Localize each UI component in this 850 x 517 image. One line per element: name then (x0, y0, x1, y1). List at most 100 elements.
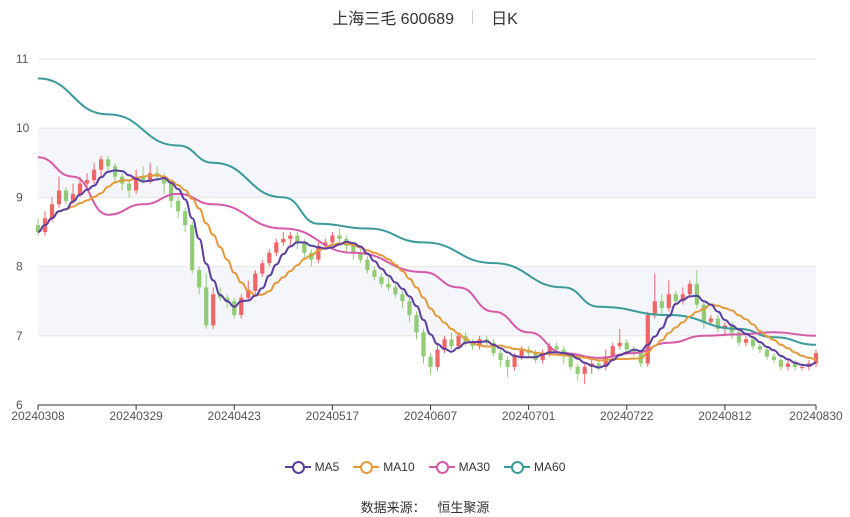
legend-ma60[interactable]: MA60 (504, 460, 565, 474)
legend-ma60-icon (504, 460, 531, 474)
x-tick-label: 20240517 (306, 409, 360, 423)
chart-title: 上海三毛 600689 日K (0, 4, 850, 30)
candle (232, 301, 237, 316)
y-tick-label: 8 (16, 260, 23, 274)
candle (631, 349, 636, 354)
x-tick-label: 20240607 (404, 409, 458, 423)
candle (547, 346, 552, 354)
candle (708, 318, 713, 322)
y-tick-label: 11 (16, 52, 29, 66)
legend-ma30[interactable]: MA30 (428, 460, 490, 474)
candle (204, 287, 209, 326)
candle (77, 183, 83, 194)
legend-ma5-label: MA5 (314, 460, 340, 474)
candle (813, 353, 819, 364)
candle (225, 297, 230, 302)
candle (694, 283, 699, 305)
title-divider (472, 10, 474, 24)
candle (358, 252, 363, 260)
candle (617, 342, 622, 347)
candle (673, 294, 678, 302)
candle (421, 332, 426, 357)
candle (351, 245, 356, 253)
candle (211, 294, 216, 326)
candle (624, 342, 629, 350)
y-tick-label: 6 (16, 398, 23, 412)
candle (610, 346, 615, 357)
candle (792, 363, 798, 367)
candle (680, 294, 685, 302)
candle (260, 263, 265, 274)
candle (456, 335, 461, 347)
candle (519, 349, 524, 357)
legend-ma10[interactable]: MA10 (353, 460, 415, 474)
candle (35, 225, 41, 232)
candle (414, 315, 419, 333)
candle (70, 193, 76, 201)
candle (442, 339, 447, 350)
candle (267, 252, 272, 264)
candle (197, 270, 202, 288)
candle (645, 315, 650, 364)
candle (183, 211, 188, 226)
candle (239, 297, 244, 316)
candle (281, 238, 286, 243)
candle (470, 342, 475, 347)
candle (715, 318, 720, 329)
candle (105, 159, 111, 167)
candle (652, 301, 657, 316)
candle (316, 245, 321, 260)
candle (750, 339, 756, 347)
candle (491, 342, 496, 354)
candle (701, 304, 706, 322)
candle (84, 180, 90, 184)
legend-ma5[interactable]: MA5 (284, 460, 340, 474)
candle (400, 294, 405, 302)
candle (743, 339, 749, 343)
y-tick-label: 9 (16, 190, 23, 204)
candle (169, 183, 174, 201)
period-label[interactable]: 日K (491, 11, 518, 28)
candle (134, 176, 139, 191)
legend-ma10-icon (353, 460, 380, 474)
candle (771, 356, 777, 361)
candle (778, 360, 784, 367)
candle (190, 225, 195, 271)
x-tick-label: 20240308 (11, 409, 65, 423)
candle (253, 273, 258, 291)
candle (49, 204, 55, 219)
candle (63, 190, 69, 201)
candle (659, 301, 664, 309)
x-tick-label: 20240329 (109, 409, 163, 423)
y-tick-label: 10 (16, 121, 30, 135)
candle (91, 169, 97, 181)
candle (505, 360, 510, 367)
source-value: 恒生聚源 (437, 500, 490, 515)
candle (288, 235, 293, 239)
candle (407, 301, 412, 316)
ma5-line (37, 169, 817, 369)
candle (554, 346, 559, 350)
candle (112, 166, 118, 177)
x-tick-label: 20240701 (502, 409, 556, 423)
candle (736, 332, 742, 343)
candle (603, 356, 608, 367)
candle (56, 190, 62, 205)
candle (309, 252, 314, 260)
candle (337, 235, 342, 239)
candle (372, 270, 377, 277)
candle (246, 290, 251, 298)
candle (295, 235, 300, 243)
source-label: 数据来源： (360, 500, 426, 515)
candle (98, 159, 104, 170)
x-tick-label: 20240830 (789, 409, 843, 423)
y-tick-label: 7 (16, 329, 23, 343)
legend-ma5-icon (284, 460, 311, 474)
candle (799, 366, 805, 368)
candle (498, 353, 503, 361)
ma60-line (37, 77, 817, 346)
candle (386, 283, 391, 288)
x-tick-label: 20240812 (698, 409, 752, 423)
data-source: 数据来源： 恒生聚源 (0, 497, 850, 516)
